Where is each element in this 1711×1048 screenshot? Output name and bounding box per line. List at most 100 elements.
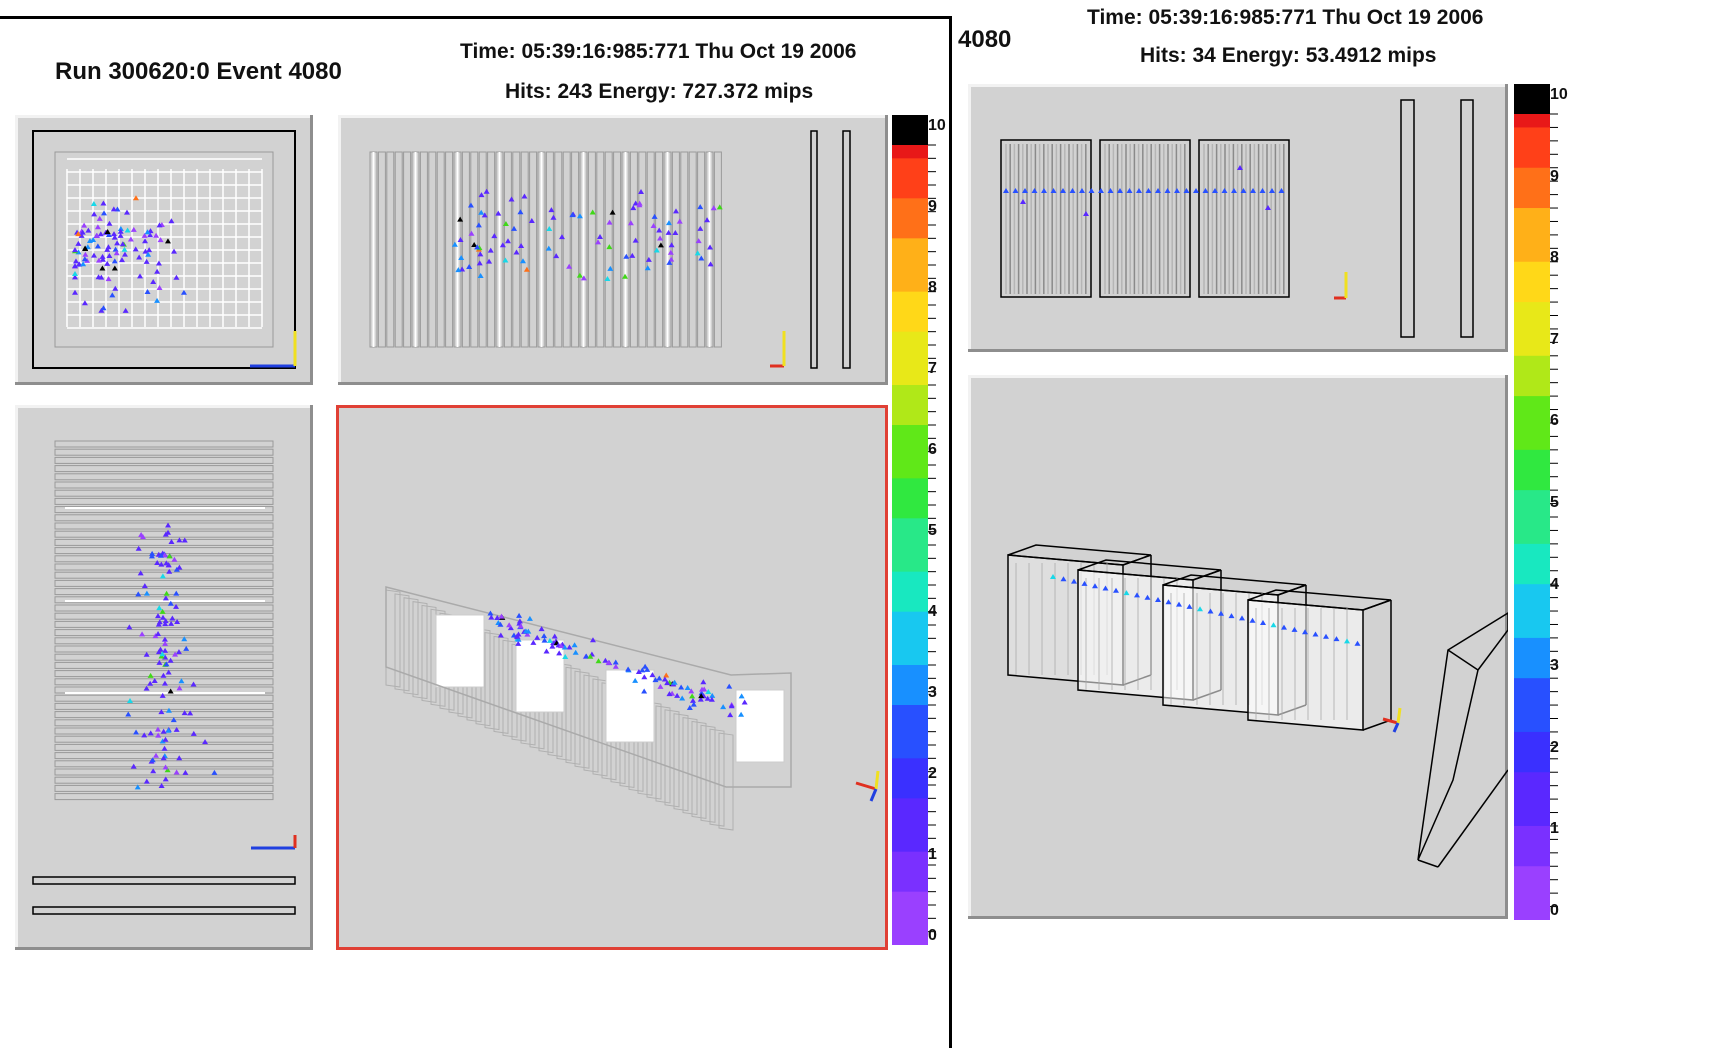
hit-marker xyxy=(644,265,651,271)
hit-marker xyxy=(162,764,169,770)
hit-marker xyxy=(101,210,108,216)
hit-marker xyxy=(1250,188,1256,193)
hit-marker xyxy=(580,275,587,281)
hit-marker xyxy=(143,685,150,691)
hit-marker xyxy=(674,692,681,698)
detector-module-face xyxy=(435,614,485,688)
hit-marker xyxy=(163,590,170,596)
hit-marker xyxy=(173,603,180,609)
hit-marker xyxy=(1278,188,1285,193)
hit-marker xyxy=(728,703,735,709)
hit-marker xyxy=(483,188,490,194)
hit-marker xyxy=(498,613,505,619)
hit-marker xyxy=(146,247,153,253)
hit-marker xyxy=(546,637,553,643)
hit-marker xyxy=(133,729,140,735)
hit-marker xyxy=(595,239,602,245)
hit-marker xyxy=(474,244,481,250)
hit-marker xyxy=(190,730,197,736)
hit-marker xyxy=(1281,624,1287,630)
hit-marker xyxy=(145,251,152,257)
hit-marker xyxy=(1333,636,1340,642)
event-time: Time: 05:39:16:985:771 Thu Oct 19 2006 xyxy=(1087,6,1484,29)
energy-color-scale xyxy=(1514,84,1566,920)
hit-marker xyxy=(173,590,180,596)
color-scale-tick-label: 4 xyxy=(1550,575,1559,593)
hit-marker xyxy=(558,234,565,240)
hit-marker xyxy=(1041,188,1047,193)
hit-marker xyxy=(99,253,106,259)
hit-marker xyxy=(1088,188,1095,193)
hit-marker xyxy=(553,253,560,259)
hit-marker xyxy=(168,218,175,224)
hit-marker xyxy=(684,684,691,690)
hit-marker xyxy=(126,624,133,630)
hit-marker xyxy=(1218,610,1224,616)
hit-marker xyxy=(175,649,182,655)
energy-color-scale xyxy=(892,115,944,945)
top-view-canvas[interactable] xyxy=(15,405,313,950)
hit-marker xyxy=(137,273,144,279)
hit-marker xyxy=(605,659,612,665)
3d-view-panel[interactable] xyxy=(336,405,888,950)
3d-view-canvas[interactable] xyxy=(336,405,888,950)
3d-view-panel[interactable] xyxy=(968,375,1508,919)
front-view-canvas[interactable] xyxy=(15,115,313,385)
hit-marker xyxy=(161,745,168,751)
hit-marker xyxy=(657,235,664,241)
front-view-panel[interactable] xyxy=(15,115,313,385)
side-view-canvas[interactable] xyxy=(338,115,888,385)
hit-marker xyxy=(667,249,674,255)
hit-marker xyxy=(468,230,475,236)
hit-marker xyxy=(1354,640,1361,646)
hit-marker xyxy=(130,226,137,232)
hit-marker xyxy=(1060,576,1067,582)
hit-marker xyxy=(105,232,112,238)
hit-marker xyxy=(95,274,102,280)
hit-marker xyxy=(517,209,524,215)
hit-marker xyxy=(158,709,165,715)
hit-marker xyxy=(508,196,515,202)
hit-marker xyxy=(1260,620,1266,625)
event-id: 4080 xyxy=(958,26,1012,53)
top-view-panel[interactable] xyxy=(15,405,313,950)
color-scale-tick-label: 8 xyxy=(1550,249,1559,267)
hit-marker xyxy=(589,637,596,643)
hit-marker xyxy=(515,636,522,642)
hit-marker xyxy=(636,202,643,208)
hit-marker xyxy=(100,305,107,311)
hit-marker xyxy=(632,677,639,683)
side-view-panel[interactable] xyxy=(338,115,888,385)
hit-marker xyxy=(104,228,111,234)
hit-marker xyxy=(176,537,183,543)
hit-marker xyxy=(144,288,151,294)
hit-marker xyxy=(738,711,745,717)
event-time: Time: 05:39:16:985:771 Thu Oct 19 2006 xyxy=(460,40,857,63)
hit-marker xyxy=(150,278,157,284)
3d-view-canvas[interactable] xyxy=(968,375,1508,919)
hit-marker xyxy=(566,263,573,269)
hit-marker xyxy=(1031,188,1038,193)
hit-marker xyxy=(82,245,89,251)
hit-marker xyxy=(627,220,634,226)
hit-marker xyxy=(80,261,87,267)
hit-marker xyxy=(187,710,194,716)
side-view-panel[interactable] xyxy=(968,84,1508,352)
hit-marker xyxy=(698,693,705,699)
side-view-canvas[interactable] xyxy=(968,84,1508,352)
hit-marker xyxy=(1240,188,1247,193)
hit-marker xyxy=(182,769,189,775)
hit-marker xyxy=(709,692,716,698)
hit-marker xyxy=(154,297,161,303)
hit-marker xyxy=(180,289,187,295)
hit-marker xyxy=(459,266,466,272)
hit-marker xyxy=(511,225,518,231)
hit-marker xyxy=(664,680,671,686)
hit-marker xyxy=(741,699,748,705)
hit-marker xyxy=(167,657,174,663)
hit-marker xyxy=(167,688,174,694)
hit-marker xyxy=(168,539,175,545)
hit-marker xyxy=(159,651,166,657)
hit-marker xyxy=(519,258,526,264)
hit-marker xyxy=(679,695,686,701)
